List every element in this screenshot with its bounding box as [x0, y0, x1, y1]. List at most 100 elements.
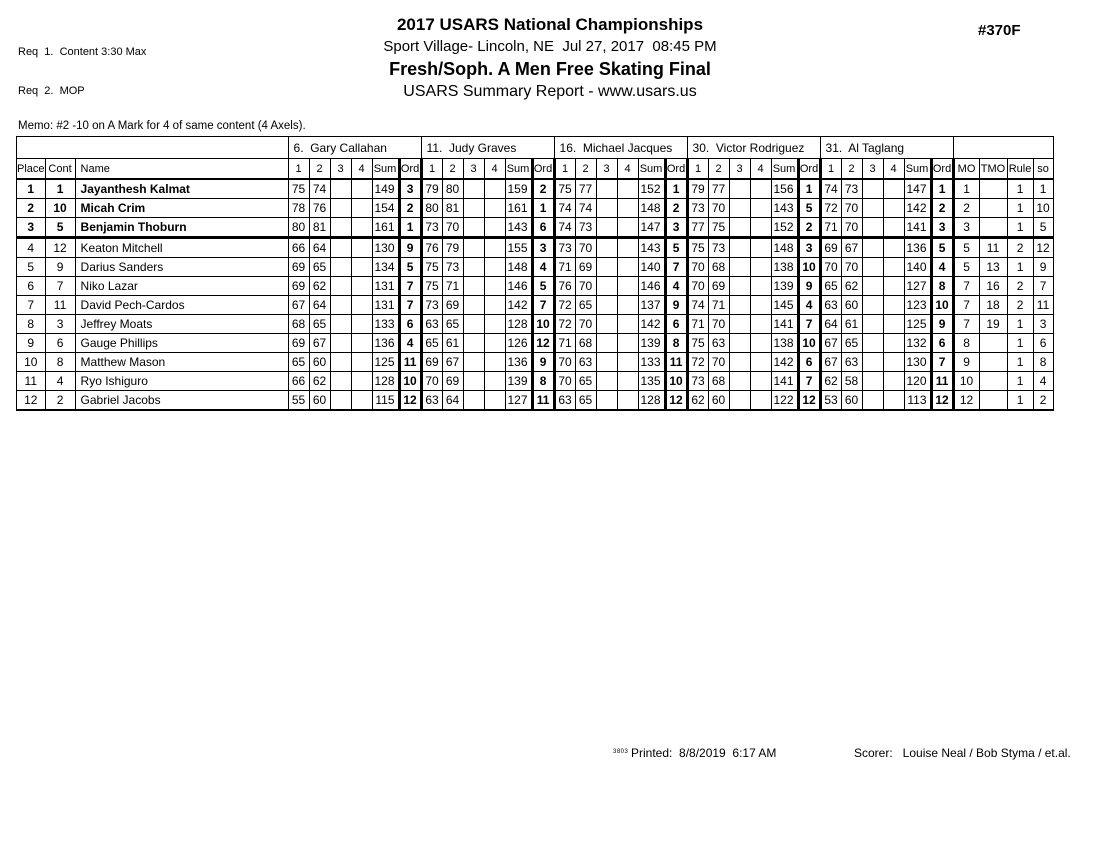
judge-header: 16. Michael Jacques — [553, 136, 688, 159]
mark-cell: 75 — [420, 257, 443, 277]
mark-cell: 67 — [840, 237, 863, 258]
column-header-ord: Ord — [397, 158, 423, 180]
sum-cell: 113 — [903, 390, 932, 411]
results-table: 6. Gary Callahan 11. Judy Graves 16. Micha… — [16, 136, 1054, 411]
mark-cell: 53 — [819, 390, 842, 411]
total-majority-cell: 16 — [978, 276, 1008, 296]
mark-cell — [728, 237, 751, 258]
mark-cell — [329, 371, 352, 391]
mark-cell — [861, 314, 884, 334]
mark-cell — [350, 352, 373, 372]
mark-cell — [616, 390, 639, 411]
ordinal-cell: 11 — [929, 371, 955, 391]
mark-cell: 61 — [441, 333, 464, 353]
mark-cell: 79 — [441, 237, 464, 258]
sum-cell: 115 — [371, 390, 400, 411]
rule-cell: 1 — [1006, 390, 1034, 411]
mark-cell — [728, 314, 751, 334]
ordinal-cell: 1 — [796, 178, 822, 199]
mark-cell: 73 — [574, 217, 597, 239]
mark-cell — [350, 314, 373, 334]
skater-name-cell: Micah Crim — [74, 198, 289, 218]
ordinal-cell: 2 — [397, 198, 423, 218]
mark-cell: 73 — [441, 257, 464, 277]
sum-cell: 138 — [770, 257, 799, 277]
mark-cell: 70 — [707, 198, 730, 218]
rule-cell: 2 — [1006, 295, 1034, 315]
ordinal-cell: 5 — [530, 276, 556, 296]
ordinal-cell: 1 — [397, 217, 423, 239]
ordinal-cell: 4 — [663, 276, 689, 296]
mark-cell: 80 — [420, 198, 443, 218]
mark-cell: 73 — [420, 217, 443, 239]
total-majority-cell — [978, 333, 1008, 353]
mark-cell — [616, 295, 639, 315]
column-header-2: 2 — [308, 158, 331, 180]
mark-cell — [616, 198, 639, 218]
sum-cell: 132 — [903, 333, 932, 353]
championship-title: 2017 USARS National Championships — [396, 15, 704, 34]
mark-cell: 75 — [553, 178, 576, 199]
ordinal-cell: 7 — [397, 276, 423, 296]
skater-name-cell: Gabriel Jacobs — [74, 390, 289, 411]
sum-cell: 139 — [637, 333, 666, 353]
total-majority-cell — [978, 371, 1008, 391]
column-header-ord: Ord — [663, 158, 689, 180]
mark-cell — [861, 237, 884, 258]
mark-cell: 60 — [308, 390, 331, 411]
ordinal-cell: 3 — [663, 217, 689, 239]
mark-cell — [728, 352, 751, 372]
mark-cell: 76 — [553, 276, 576, 296]
majority-cell: 12 — [952, 390, 980, 411]
sum-ordinals-cell: 3 — [1032, 314, 1054, 334]
sum-cell: 133 — [371, 314, 400, 334]
mark-cell: 64 — [308, 237, 331, 258]
mark-cell — [462, 257, 485, 277]
mark-cell: 67 — [819, 352, 842, 372]
mark-cell — [350, 295, 373, 315]
majority-cell: 3 — [952, 217, 980, 239]
column-header-2: 2 — [441, 158, 464, 180]
mark-cell — [483, 295, 506, 315]
mark-cell — [749, 371, 772, 391]
contestant-number-cell: 6 — [44, 333, 76, 353]
mark-cell — [462, 390, 485, 411]
mark-cell: 63 — [420, 314, 443, 334]
mark-cell: 63 — [420, 390, 443, 411]
mark-cell — [861, 390, 884, 411]
column-header-3: 3 — [861, 158, 884, 180]
mark-cell: 81 — [308, 217, 331, 239]
mark-cell: 76 — [420, 237, 443, 258]
skater-name-cell: Gauge Phillips — [74, 333, 289, 353]
ordinal-cell: 4 — [530, 257, 556, 277]
mark-cell — [749, 390, 772, 411]
ordinal-cell: 10 — [796, 333, 822, 353]
mark-cell: 66 — [287, 237, 310, 258]
ordinal-cell: 4 — [796, 295, 822, 315]
place-cell: 8 — [16, 314, 46, 334]
mark-cell — [728, 390, 751, 411]
mark-cell — [882, 295, 905, 315]
mark-cell — [595, 198, 618, 218]
mark-cell — [749, 295, 772, 315]
mark-cell — [861, 198, 884, 218]
majority-cell: 7 — [952, 295, 980, 315]
sum-cell: 141 — [903, 217, 932, 239]
mark-cell: 74 — [553, 217, 576, 239]
mark-cell — [462, 352, 485, 372]
ordinal-cell: 9 — [663, 295, 689, 315]
column-header-mo: MO — [952, 158, 980, 180]
mark-cell — [882, 371, 905, 391]
mark-cell: 80 — [287, 217, 310, 239]
mark-cell — [483, 237, 506, 258]
place-cell: 5 — [16, 257, 46, 277]
mark-cell: 70 — [840, 198, 863, 218]
ordinal-cell: 9 — [530, 352, 556, 372]
mark-cell — [861, 371, 884, 391]
column-header-3: 3 — [728, 158, 751, 180]
mark-cell: 70 — [574, 276, 597, 296]
majority-cell: 1 — [952, 178, 980, 199]
ordinal-cell: 1 — [663, 178, 689, 199]
mark-cell — [616, 257, 639, 277]
mark-cell: 70 — [441, 217, 464, 239]
